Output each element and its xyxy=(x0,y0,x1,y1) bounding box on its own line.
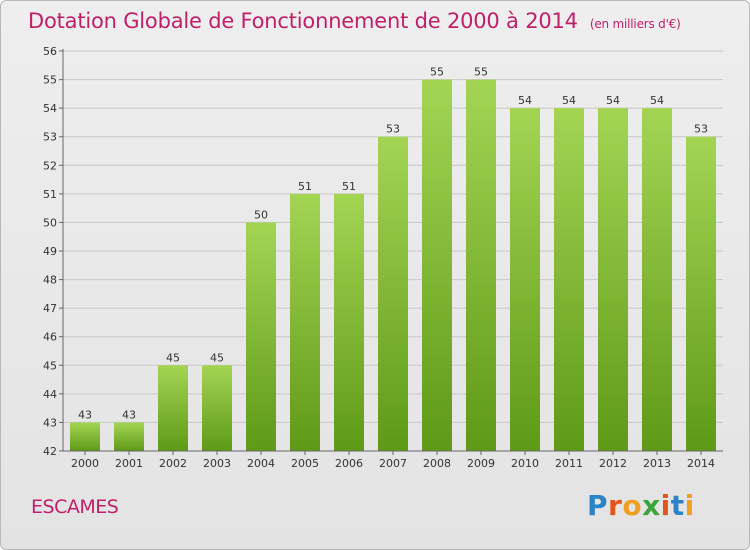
y-tick-label: 53 xyxy=(43,131,57,144)
logo-letter: t xyxy=(670,489,685,522)
y-tick-label: 44 xyxy=(43,388,57,401)
y-tick-label: 51 xyxy=(43,188,57,201)
y-tick-label: 55 xyxy=(43,74,57,87)
x-tick-label: 2014 xyxy=(687,457,715,470)
bar xyxy=(378,136,408,451)
x-tick-label: 2004 xyxy=(247,457,275,470)
data-label: 54 xyxy=(650,94,664,107)
y-tick-label: 42 xyxy=(43,445,57,458)
y-tick-label: 43 xyxy=(43,416,57,429)
x-tick-label: 2008 xyxy=(423,457,451,470)
data-label: 54 xyxy=(518,94,532,107)
bar xyxy=(466,79,496,452)
data-label: 43 xyxy=(78,408,92,421)
bar xyxy=(554,108,584,452)
y-tick-label: 52 xyxy=(43,159,57,172)
y-tick-label: 49 xyxy=(43,245,57,258)
bar-layer xyxy=(70,79,716,452)
bar xyxy=(158,365,188,451)
logo-letter: o xyxy=(622,489,643,522)
proxiti-logo: Proxiti xyxy=(587,489,695,522)
x-tick-label: 2006 xyxy=(335,457,363,470)
bar xyxy=(246,222,276,451)
y-tick-label: 54 xyxy=(43,102,57,115)
bar xyxy=(510,108,540,452)
bar xyxy=(290,193,320,451)
x-tick-label: 2012 xyxy=(599,457,627,470)
x-tick-label: 2013 xyxy=(643,457,671,470)
bar xyxy=(642,108,672,452)
x-tick-label: 2010 xyxy=(511,457,539,470)
bar xyxy=(334,193,364,451)
data-label: 54 xyxy=(562,94,576,107)
bar xyxy=(686,136,716,451)
data-label: 43 xyxy=(122,408,136,421)
logo-letter: i xyxy=(684,489,695,522)
x-tick-label: 2005 xyxy=(291,457,319,470)
chart-title-text: Dotation Globale de Fonctionnement de 20… xyxy=(28,9,578,33)
data-label: 53 xyxy=(694,123,708,136)
data-label: 51 xyxy=(298,180,312,193)
data-label: 50 xyxy=(254,208,268,221)
x-tick-label: 2001 xyxy=(115,457,143,470)
data-label: 51 xyxy=(342,180,356,193)
logo-letter: i xyxy=(660,489,671,522)
y-tick-label: 46 xyxy=(43,331,57,344)
label-layer: 43 43 45 45 50 51 51 53 55 55 54 54 54 54 53 xyxy=(78,66,708,422)
data-label: 54 xyxy=(606,94,620,107)
logo-letter: P xyxy=(587,489,609,522)
y-tick-label: 47 xyxy=(43,302,57,315)
axis-layer: 42 43 44 45 46 47 48 49 50 51 52 53 54 55 56 2000 2001 20… xyxy=(43,45,723,470)
y-tick-label: 56 xyxy=(43,45,57,58)
logo-letter: x xyxy=(642,489,661,522)
x-tick-label: 2003 xyxy=(203,457,231,470)
data-label: 55 xyxy=(474,66,488,79)
chart-title: Dotation Globale de Fonctionnement de 20… xyxy=(28,9,681,33)
logo-letter: r xyxy=(608,489,623,522)
y-tick-label: 48 xyxy=(43,274,57,287)
x-tick-label: 2002 xyxy=(159,457,187,470)
x-tick-label: 2000 xyxy=(71,457,99,470)
bar xyxy=(202,365,232,451)
x-tick-label: 2009 xyxy=(467,457,495,470)
chart-unit: (en milliers d'€) xyxy=(589,17,681,31)
y-tick-label: 50 xyxy=(43,216,57,229)
data-label: 53 xyxy=(386,123,400,136)
bar xyxy=(422,79,452,452)
bar xyxy=(598,108,628,452)
y-tick-label: 45 xyxy=(43,359,57,372)
data-label: 45 xyxy=(166,351,180,364)
bar xyxy=(114,422,144,451)
x-tick-label: 2011 xyxy=(555,457,583,470)
x-tick-label: 2007 xyxy=(379,457,407,470)
data-label: 45 xyxy=(210,351,224,364)
data-label: 55 xyxy=(430,66,444,79)
bar xyxy=(70,422,100,451)
commune-name: ESCAMES xyxy=(31,496,119,518)
